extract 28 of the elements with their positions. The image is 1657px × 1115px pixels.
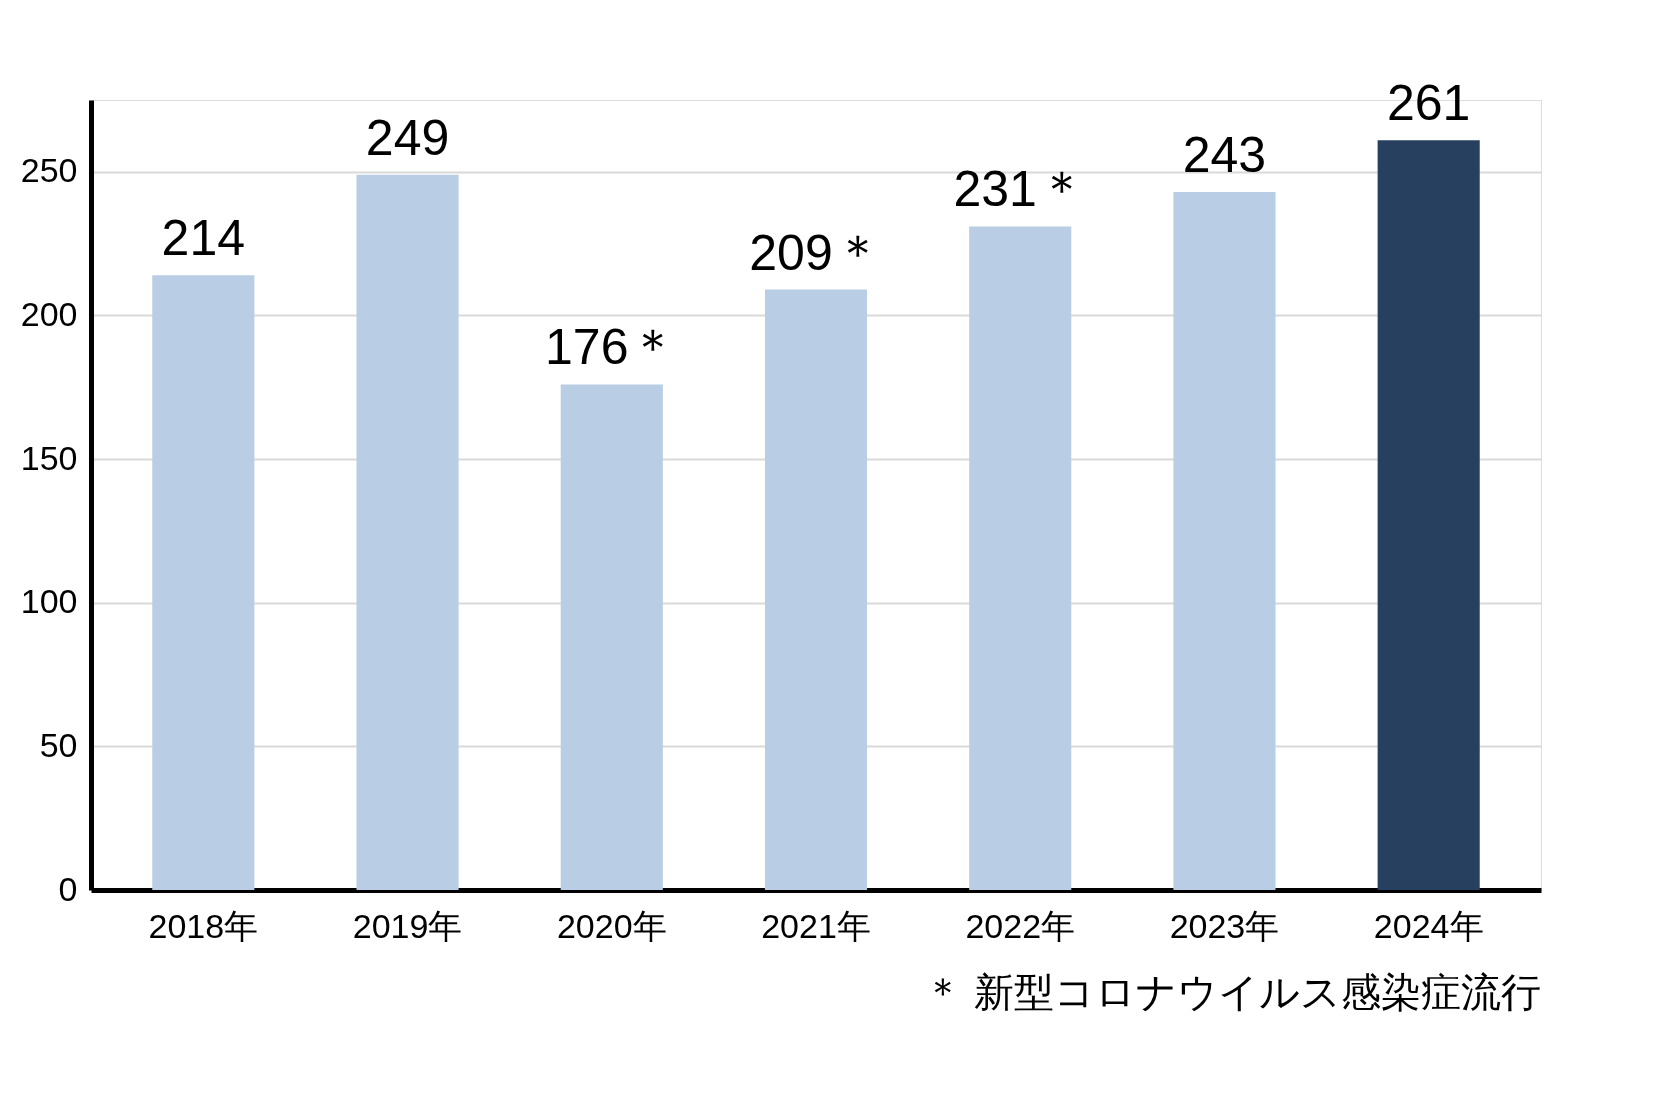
bar <box>1173 191 1276 890</box>
bar <box>1377 140 1480 890</box>
y-tick-label: 50 <box>39 725 78 764</box>
data-label: 209＊ <box>749 224 883 281</box>
bar <box>152 275 255 890</box>
data-label: 176＊ <box>545 319 679 376</box>
y-tick-label: 0 <box>58 869 78 908</box>
x-tick-label: 2023年 <box>1169 906 1280 945</box>
bar <box>356 174 459 890</box>
y-tick-label: 100 <box>20 582 78 621</box>
y-tick-label: 250 <box>20 151 78 190</box>
bar <box>969 226 1072 890</box>
x-tick-label: 2020年 <box>556 906 667 945</box>
y-tick-label: 200 <box>20 294 78 333</box>
y-tick-label: 150 <box>20 438 78 477</box>
data-label: 231＊ <box>953 161 1087 218</box>
data-label: 214 <box>161 210 246 267</box>
data-label: 249 <box>365 109 450 166</box>
text: ＊ 新型コロナウイルス感染症流行 <box>922 970 1541 1014</box>
x-tick-label: 2019年 <box>352 906 463 945</box>
data-label: 261 <box>1386 75 1471 132</box>
bar <box>560 384 663 890</box>
bar <box>764 289 868 890</box>
x-tick-label: 2018年 <box>148 906 259 945</box>
x-tick-label: 2021年 <box>761 906 871 945</box>
data-label: 243 <box>1182 126 1267 183</box>
x-tick-label: 2024年 <box>1373 906 1484 945</box>
x-tick-label: 2022年 <box>965 906 1076 945</box>
